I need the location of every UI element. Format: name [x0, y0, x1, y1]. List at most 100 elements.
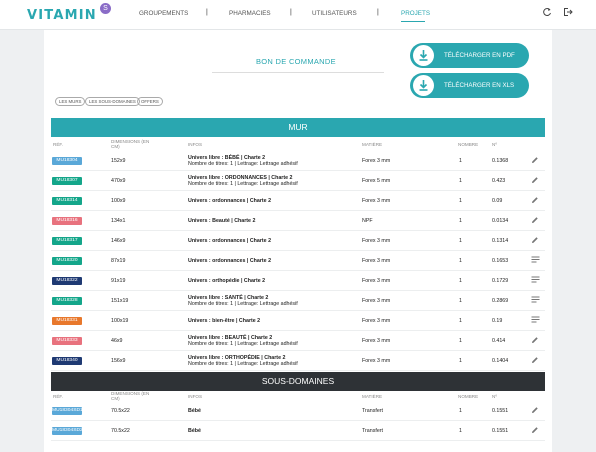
- nombre-cell: 1: [459, 338, 462, 344]
- dimensions-cell: 152x9: [111, 158, 126, 164]
- list-icon[interactable]: [531, 256, 540, 265]
- infos-cell: Univers : ordonnances | Charte 2: [188, 258, 272, 264]
- matiere-cell: Transfert: [362, 428, 383, 434]
- matiere-cell: Forex 3 mm: [362, 238, 391, 244]
- num-cell: 0.1404: [492, 358, 509, 364]
- edit-icon[interactable]: [531, 406, 539, 416]
- edit-icon[interactable]: [531, 216, 539, 226]
- ref-badge[interactable]: MU18328: [52, 297, 82, 305]
- list-icon[interactable]: [531, 296, 540, 305]
- edit-icon[interactable]: [531, 356, 539, 366]
- col-num: Nº: [492, 142, 497, 147]
- infos-cell: Univers libre : ORDONNANCES | Charte 2: [188, 175, 293, 181]
- ref-badge[interactable]: MU18320: [52, 257, 82, 265]
- matiere-cell: Forex 3 mm: [362, 318, 391, 324]
- nombre-cell: 1: [459, 198, 462, 204]
- col-num: Nº: [492, 394, 497, 399]
- ref-badge[interactable]: MU18331: [52, 317, 82, 325]
- nombre-cell: 1: [459, 278, 462, 284]
- col-ref: RÉF.: [53, 394, 63, 399]
- download-icon: [413, 45, 434, 66]
- filter-chip-murs[interactable]: LES MURS: [55, 97, 86, 106]
- table-row: MU18304SD2 70.5x22 Bébé Transfert 1 0.1551: [51, 421, 545, 441]
- filter-chip-offers[interactable]: OFFERS: [137, 97, 163, 106]
- nav-utilisateurs[interactable]: UTILISATEURS: [312, 10, 357, 17]
- dimensions-cell: 470x9: [111, 178, 126, 184]
- num-cell: 0.423: [492, 178, 506, 184]
- edit-icon[interactable]: [531, 426, 539, 436]
- matiere-cell: Transfert: [362, 408, 383, 414]
- matiere-cell: Forex 3 mm: [362, 298, 391, 304]
- nav-groupements[interactable]: GROUPEMENTS: [139, 10, 189, 17]
- table-row: MU18340 156x9 Univers libre : ORTHOPÉDIE |…: [51, 351, 545, 371]
- ref-badge[interactable]: MU18317: [52, 237, 82, 245]
- nombre-cell: 1: [459, 318, 462, 324]
- nombre-cell: 1: [459, 238, 462, 244]
- edit-icon[interactable]: [531, 236, 539, 246]
- table-row: MU18320 87x19 Univers : ordonnances | Char…: [51, 251, 545, 271]
- dimensions-cell: 100x9: [111, 198, 126, 204]
- nav-active-underline: [401, 21, 425, 22]
- list-icon[interactable]: [531, 316, 540, 325]
- col-infos: INFOS: [188, 394, 203, 399]
- infos-cell: Univers libre : ORTHOPÉDIE | Charte 2: [188, 355, 286, 361]
- num-cell: 0.19: [492, 318, 503, 324]
- matiere-cell: Forex 3 mm: [362, 338, 391, 344]
- matiere-cell: Forex 3 mm: [362, 258, 391, 264]
- edit-icon[interactable]: [531, 336, 539, 346]
- num-cell: 0.2869: [492, 298, 509, 304]
- download-icon: [413, 75, 434, 96]
- ref-badge[interactable]: MU18322: [52, 277, 82, 285]
- edit-icon[interactable]: [531, 196, 539, 206]
- ref-badge[interactable]: MU18316: [52, 217, 82, 225]
- nombre-cell: 1: [459, 258, 462, 264]
- num-cell: 0.1551: [492, 408, 509, 414]
- table-row: MU18317 146x9 Univers : ordonnances | Char…: [51, 231, 545, 251]
- download-xls-button[interactable]: TÉLÉCHARGER EN XLS: [410, 73, 529, 98]
- nombre-cell: 1: [459, 158, 462, 164]
- matiere-cell: NPF: [362, 218, 373, 224]
- ref-badge[interactable]: MU18314: [52, 197, 82, 205]
- dimensions-cell: 46x9: [111, 338, 123, 344]
- dimensions-cell: 91x19: [111, 278, 126, 284]
- col-matiere: MATIÈRE: [362, 394, 383, 399]
- page-title: BON DE COMMANDE: [256, 57, 336, 66]
- ref-badge[interactable]: MU18304SD2: [52, 427, 83, 435]
- infos-cell: Bébé: [188, 408, 201, 414]
- infos-cell: Nombre de titres: 1 | Lettrage: Lettrage…: [188, 301, 298, 307]
- ref-badge[interactable]: MU18307: [52, 177, 82, 185]
- table-row: MU18322 91x19 Univers : orthopédie | Chart…: [51, 271, 545, 291]
- nav-projets[interactable]: PROJETS: [401, 10, 431, 17]
- ref-badge[interactable]: MU18304SD1: [52, 407, 83, 415]
- col-dimensions: DIMENSIONS (EN CM): [111, 391, 150, 401]
- infos-cell: Univers : ordonnances | Charte 2: [188, 198, 272, 204]
- col-matiere: MATIÈRE: [362, 142, 383, 147]
- infos-cell: Univers libre : SANTÉ | Charte 2: [188, 295, 269, 301]
- matiere-cell: Forex 3 mm: [362, 158, 391, 164]
- infos-cell: Univers libre : BEAUTÉ | Charte 2: [188, 335, 273, 341]
- download-pdf-button[interactable]: TÉLÉCHARGER EN PDF: [410, 43, 529, 68]
- dimensions-cell: 100x19: [111, 318, 129, 324]
- logo-badge: S: [100, 3, 111, 14]
- ref-badge[interactable]: MU18340: [52, 357, 82, 365]
- edit-icon[interactable]: [531, 156, 539, 166]
- table-row: MU18316 134x1 Univers : Beauté | Charte 2 N…: [51, 211, 545, 231]
- filter-chip-sous-domaines[interactable]: LES SOUS-DOMAINES: [85, 97, 140, 106]
- dimensions-cell: 146x9: [111, 238, 126, 244]
- edit-icon[interactable]: [531, 176, 539, 186]
- top-bar: VITAMIN S GROUPEMENTS | PHARMACIES | UTI…: [0, 0, 596, 30]
- num-cell: 0.1314: [492, 238, 509, 244]
- logo[interactable]: VITAMIN: [27, 8, 97, 23]
- refresh-icon[interactable]: [541, 7, 553, 19]
- ref-badge[interactable]: MU18304: [52, 157, 82, 165]
- logout-icon[interactable]: [562, 7, 574, 19]
- table-row: MU18333 46x9 Univers libre : BEAUTÉ | Char…: [51, 331, 545, 351]
- nombre-cell: 1: [459, 218, 462, 224]
- dimensions-cell: 70.5x22: [111, 408, 130, 414]
- dimensions-cell: 87x19: [111, 258, 126, 264]
- nav-separator: |: [206, 9, 208, 16]
- nav-pharmacies[interactable]: PHARMACIES: [229, 10, 271, 17]
- dimensions-cell: 70.5x22: [111, 428, 130, 434]
- list-icon[interactable]: [531, 276, 540, 285]
- ref-badge[interactable]: MU18333: [52, 337, 82, 345]
